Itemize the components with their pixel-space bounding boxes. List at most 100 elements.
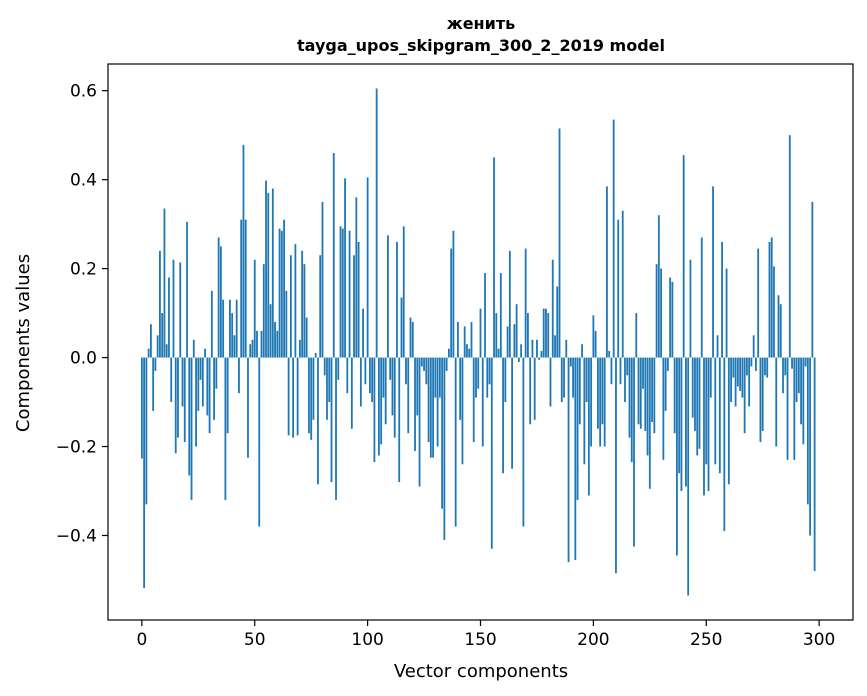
bar-52 (258, 357, 261, 527)
bar-14 (172, 259, 175, 358)
bar-177 (540, 350, 543, 358)
bar-243 (689, 259, 692, 358)
bar-249 (703, 357, 705, 496)
bar-196 (583, 357, 586, 465)
bar-18 (181, 357, 184, 407)
bar-37 (224, 357, 227, 500)
bar-221 (639, 357, 642, 429)
bar-229 (657, 215, 660, 358)
bar-246 (696, 357, 699, 456)
bar-139 (454, 357, 457, 527)
bar-294 (804, 357, 807, 367)
bar-41 (233, 335, 236, 358)
bar-109 (387, 235, 389, 358)
bar-147 (472, 357, 475, 443)
bar-61 (278, 228, 281, 358)
bar-48 (249, 344, 252, 358)
bar-226 (651, 357, 653, 423)
bar-57 (269, 304, 272, 358)
bar-49 (251, 339, 254, 358)
bar-266 (741, 357, 744, 398)
bar-288 (791, 357, 793, 369)
bar-282 (777, 295, 780, 358)
bar-296 (809, 357, 812, 536)
bar-19 (183, 357, 186, 443)
bar-191 (572, 357, 574, 398)
bar-202 (596, 357, 599, 429)
bar-89 (341, 228, 344, 358)
chart-subtitle: tayga_upos_skipgram_300_2_2019 model (297, 36, 665, 55)
bar-24 (195, 357, 197, 447)
bar-182 (551, 259, 554, 358)
bar-5 (152, 357, 155, 411)
bar-211 (617, 219, 620, 358)
bar-125 (423, 357, 425, 371)
bar-132 (438, 357, 441, 398)
bar-179 (545, 308, 547, 358)
x-tick-label: 0 (136, 630, 147, 650)
bar-224 (646, 357, 649, 456)
bar-3 (147, 348, 150, 358)
bar-83 (328, 357, 331, 403)
bar-164 (511, 357, 514, 469)
bar-210 (615, 357, 617, 574)
bar-244 (691, 357, 694, 418)
bar-154 (488, 357, 491, 385)
bar-264 (736, 357, 739, 387)
bar-160 (502, 357, 504, 474)
bar-99 (364, 357, 367, 385)
bar-131 (436, 357, 439, 447)
bar-60 (276, 330, 279, 358)
bar-271 (752, 335, 755, 358)
bar-180 (547, 313, 550, 358)
y-tick-label: −0.2 (56, 438, 97, 458)
bar-45 (242, 144, 245, 358)
bar-225 (648, 357, 651, 489)
bar-6 (154, 357, 157, 371)
bar-56 (267, 192, 270, 358)
bar-276 (764, 357, 766, 376)
bar-1 (143, 357, 146, 588)
bar-291 (797, 357, 800, 394)
x-tick-label: 50 (244, 630, 266, 650)
bar-136 (447, 348, 450, 358)
bar-33 (215, 357, 218, 389)
bar-158 (497, 348, 500, 358)
x-tick-label: 100 (351, 630, 383, 650)
bar-110 (389, 357, 392, 380)
bar-44 (240, 219, 243, 358)
bar-62 (280, 230, 283, 358)
bar-81 (323, 357, 326, 376)
bar-27 (201, 357, 204, 407)
bar-105 (378, 357, 380, 456)
bar-189 (567, 357, 570, 563)
x-axis-ticks: 0 50 100 150 200 250 300 (136, 620, 835, 650)
bar-268 (745, 357, 748, 376)
bar-82 (326, 357, 328, 420)
bar-112 (393, 357, 396, 438)
bar-199 (590, 357, 593, 447)
bar-283 (779, 304, 782, 358)
bar-68 (294, 244, 297, 358)
bar-31 (210, 290, 213, 358)
bar-159 (499, 273, 502, 358)
bar-100 (366, 177, 369, 358)
bar-93 (350, 357, 353, 429)
bar-series (140, 88, 816, 596)
bar-66 (289, 255, 292, 358)
bar-54 (262, 264, 265, 358)
bar-39 (229, 299, 231, 358)
bar-36 (222, 299, 225, 358)
bar-88 (339, 226, 342, 358)
bar-278 (768, 241, 771, 358)
bar-215 (626, 357, 629, 376)
bar-286 (786, 357, 789, 460)
bar-107 (382, 357, 385, 398)
bar-260 (727, 357, 730, 485)
bar-122 (416, 357, 419, 416)
bar-193 (576, 357, 579, 500)
bar-295 (806, 357, 809, 505)
bar-247 (698, 357, 701, 449)
bar-254 (714, 357, 717, 465)
bar-55 (265, 180, 267, 358)
